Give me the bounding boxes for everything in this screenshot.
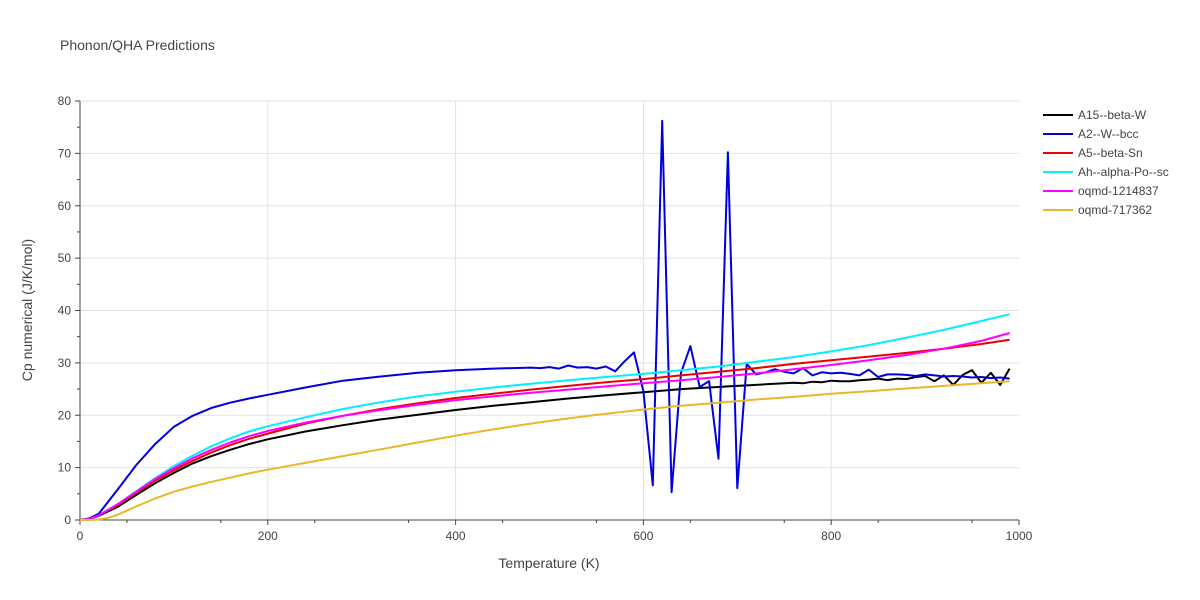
x-tick-labels: 0 200 400 600 800 1000 (77, 529, 1033, 543)
series-line-A5--beta-Sn (79, 338, 1010, 521)
legend-label: oqmd-717362 (1078, 203, 1152, 217)
series-line-oqmd-717362 (80, 380, 1010, 521)
legend-item-A15--beta-W[interactable]: A15--beta-W (1043, 108, 1147, 122)
y-tick-label-80: 80 (58, 94, 72, 108)
x-tick-label-600: 600 (633, 529, 653, 543)
x-tick-label-1000: 1000 (1006, 529, 1033, 543)
legend[interactable]: A15--beta-W A2--W--bcc A5--beta-Sn Ah--alph… (1043, 108, 1169, 217)
series-line-A15--beta-W (79, 368, 1011, 521)
x-axis-label: Temperature (K) (498, 555, 599, 571)
legend-label: oqmd-1214837 (1078, 184, 1159, 198)
y-tick-label-40: 40 (58, 304, 72, 318)
y-tick-labels: 0 10 20 30 40 50 60 70 80 (58, 94, 72, 527)
legend-label: A5--beta-Sn (1078, 146, 1143, 160)
y-tick-label-30: 30 (58, 356, 72, 370)
legend-item-Ah--alpha-Po--sc[interactable]: Ah--alpha-Po--sc (1043, 165, 1169, 179)
x-tick-label-800: 800 (821, 529, 841, 543)
legend-label: Ah--alpha-Po--sc (1078, 165, 1169, 179)
series-lines (79, 119, 1011, 521)
legend-item-A5--beta-Sn[interactable]: A5--beta-Sn (1043, 146, 1143, 160)
legend-item-oqmd-1214837[interactable]: oqmd-1214837 (1043, 184, 1159, 198)
legend-label: A2--W--bcc (1078, 127, 1138, 141)
y-tick-label-60: 60 (58, 199, 72, 213)
y-tick-label-70: 70 (58, 146, 72, 160)
series-line-A2--W--bcc (79, 119, 1010, 521)
y-tick-label-0: 0 (64, 513, 71, 527)
x-tick-label-400: 400 (446, 529, 466, 543)
y-tick-label-20: 20 (58, 408, 72, 422)
y-gridlines (80, 100, 1019, 469)
legend-label: A15--beta-W (1078, 108, 1147, 122)
legend-item-A2--W--bcc[interactable]: A2--W--bcc (1043, 127, 1138, 141)
series-line-oqmd-1214837 (79, 332, 1010, 521)
series-line-Ah--alpha-Po--sc (79, 313, 1010, 521)
y-tick-label-50: 50 (58, 251, 72, 265)
y-axis-label: Cp numerical (J/K/mol) (19, 239, 35, 381)
x-tick-label-0: 0 (77, 529, 84, 543)
chart-title: Phonon/QHA Predictions (60, 37, 215, 53)
y-tick-label-10: 10 (58, 461, 72, 475)
x-tick-label-200: 200 (258, 529, 278, 543)
axes (75, 100, 1020, 525)
legend-item-oqmd-717362[interactable]: oqmd-717362 (1043, 203, 1152, 217)
